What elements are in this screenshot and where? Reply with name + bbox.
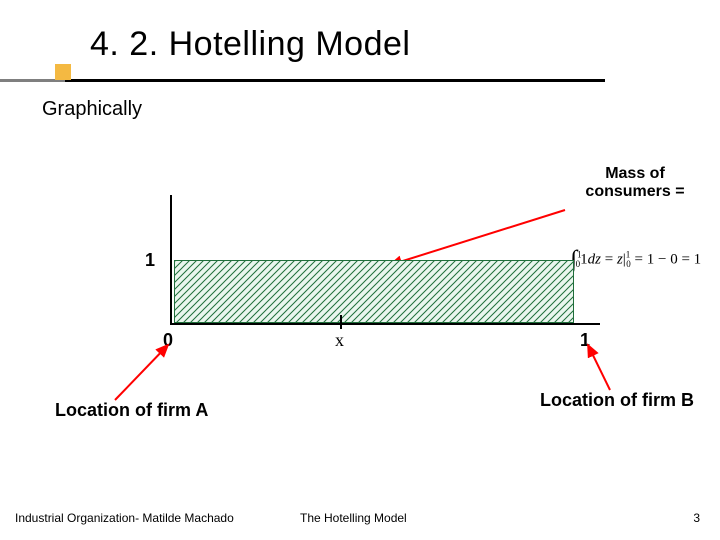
x-axis	[170, 323, 600, 325]
footer-left: Industrial Organization- Matilde Machado	[15, 511, 234, 525]
consumer-mass-rect	[174, 260, 574, 323]
accent-square-icon	[55, 64, 71, 80]
footer-page-number: 3	[693, 511, 700, 525]
mass-label-line1: Mass of	[605, 165, 665, 182]
subtitle: Graphically	[42, 98, 142, 121]
footer-center: The Hotelling Model	[300, 511, 407, 525]
x-tick	[340, 315, 342, 329]
hotelling-diagram: 1 0 x 1	[150, 195, 590, 335]
slide: 4. 2. Hotelling Model Graphically Mass o…	[0, 0, 720, 540]
page-title: 4. 2. Hotelling Model	[90, 25, 410, 64]
arrow-a-to-zero	[110, 340, 180, 405]
arrow-b-to-one	[585, 340, 625, 395]
x-axis-label-x: x	[335, 330, 344, 351]
y-axis-label-1: 1	[145, 250, 155, 271]
location-firm-b-label: Location of firm B	[540, 390, 694, 411]
y-axis	[170, 195, 172, 325]
mass-label-line2: consumers =	[585, 183, 684, 200]
title-area: 4. 2. Hotelling Model	[0, 25, 720, 85]
location-firm-a-label: Location of firm A	[55, 400, 208, 421]
title-underline-black	[65, 79, 605, 82]
